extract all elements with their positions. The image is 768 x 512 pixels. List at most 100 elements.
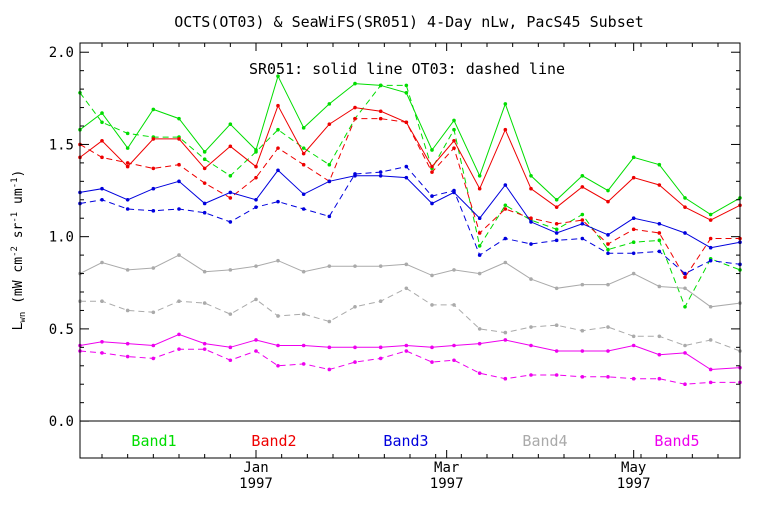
band1-dashed-point xyxy=(683,304,687,309)
band1-solid-point xyxy=(606,188,610,193)
band1-solid-point xyxy=(100,111,104,115)
y-label-sub: wn xyxy=(18,312,28,323)
band1-solid-point xyxy=(177,116,181,121)
band1-dashed-point xyxy=(125,131,130,136)
band5-dashed-point xyxy=(657,376,662,381)
y-label-unit-close: ) xyxy=(11,170,26,178)
y-label-unit-mid2: um xyxy=(11,188,26,212)
band5-dashed-point xyxy=(477,371,482,375)
band5-solid-point xyxy=(580,349,585,353)
band5-solid-point xyxy=(477,341,482,346)
band1-solid-point xyxy=(353,81,357,86)
band2-solid-point xyxy=(378,109,383,114)
band3-solid-point xyxy=(631,216,636,221)
chart-title: OCTS(OT03) & SeaWiFS(SR051) 4-Day nLw, P… xyxy=(174,13,644,31)
band5-dashed-point xyxy=(503,376,508,381)
band3-dashed-point xyxy=(378,170,383,174)
band4-dashed-point xyxy=(580,328,585,333)
band3-dashed-point xyxy=(404,164,409,169)
band2-solid-point xyxy=(503,127,508,132)
band2-solid-point xyxy=(554,205,559,209)
band5-dashed-point xyxy=(177,347,181,351)
band2-dashed-point xyxy=(353,116,357,121)
band1-dashed-point xyxy=(276,127,280,132)
band1-dashed-point xyxy=(554,227,559,232)
band4-solid-point xyxy=(606,282,610,287)
band1-solid-point xyxy=(151,107,156,112)
band2-solid-point xyxy=(631,175,636,180)
band2-solid-point xyxy=(301,151,306,156)
band1-dashed-point xyxy=(580,212,585,217)
band5-dashed-point xyxy=(631,376,636,381)
band4-solid-point xyxy=(580,282,585,287)
band2-dashed-point xyxy=(404,120,409,125)
band5-solid-point xyxy=(503,338,508,342)
band3-solid-point xyxy=(378,174,383,178)
band5-solid-point xyxy=(254,338,258,342)
band4-solid-point xyxy=(683,286,687,291)
band5-dashed-line xyxy=(79,348,740,385)
legend-band1: Band1 xyxy=(131,432,176,450)
band2-dashed-point xyxy=(708,236,713,241)
band4-solid-point xyxy=(554,286,559,291)
band1-dashed-point xyxy=(477,244,482,248)
band4-solid-point xyxy=(202,269,207,274)
x-tick-year-label: 1997 xyxy=(617,476,651,492)
band1-solid-point xyxy=(631,155,636,160)
band5-dashed-point xyxy=(254,349,258,353)
band1-solid-point xyxy=(683,196,687,200)
band2-solid-point xyxy=(430,164,434,169)
band2-solid-point xyxy=(254,164,258,169)
band4-solid-point xyxy=(404,262,409,267)
band3-solid-point xyxy=(276,168,280,173)
band4-dashed-point xyxy=(202,301,207,305)
band3-dashed-point xyxy=(228,220,233,224)
band4-dashed-point xyxy=(378,299,383,304)
band4-dashed-point xyxy=(353,304,357,309)
legend: Band1 Band2 Band3 Band4 Band5 xyxy=(131,432,699,450)
band3-dashed-point xyxy=(430,194,434,198)
band3-dashed-point xyxy=(151,209,156,213)
band3-dashed-point xyxy=(254,205,258,209)
band4-solid-point xyxy=(708,304,713,309)
band5-dashed-point xyxy=(125,354,130,359)
y-label-main: L xyxy=(11,322,26,330)
band2-dashed-point xyxy=(529,216,533,221)
band1-solid-point xyxy=(202,150,207,154)
band3-solid-point xyxy=(404,175,409,180)
band4-dashed-point xyxy=(452,303,456,307)
band5-solid-point xyxy=(631,343,636,348)
band1-solid-point xyxy=(477,174,482,178)
legend-band4: Band4 xyxy=(522,432,567,450)
band4-dashed-point xyxy=(657,334,662,339)
band4-dashed-point xyxy=(151,310,156,315)
band4-solid-point xyxy=(529,277,533,281)
band2-solid-point xyxy=(657,183,662,187)
y-label-exp2: -1 xyxy=(10,212,20,223)
band1-dashed-point xyxy=(100,120,104,125)
band3-dashed-point xyxy=(202,210,207,215)
band4-solid-point xyxy=(378,264,383,268)
line-style-annotation: SR051: solid line OT03: dashed line xyxy=(249,60,565,78)
band5-solid-point xyxy=(554,349,559,353)
band5-dashed-point xyxy=(430,360,434,364)
band2-solid-point xyxy=(606,199,610,204)
band3-dashed-point xyxy=(100,197,104,202)
band4-solid-point xyxy=(327,264,332,268)
band5-dashed-point xyxy=(301,362,306,366)
x-tick-label: May xyxy=(621,460,646,476)
band1-dashed-point xyxy=(254,150,258,154)
band2-dashed-point xyxy=(202,181,207,185)
band5-solid-point xyxy=(151,343,156,348)
band1-solid-point xyxy=(708,212,713,217)
band4-dashed-point xyxy=(477,327,482,331)
y-tick-label: 1.5 xyxy=(49,137,74,153)
band2-solid-point xyxy=(529,186,533,191)
band3-solid-point xyxy=(125,197,130,202)
band5-dashed-point xyxy=(202,347,207,351)
band2-dashed-point xyxy=(125,161,130,165)
band1-solid-point xyxy=(657,162,662,167)
band3-dashed-point xyxy=(477,253,482,257)
